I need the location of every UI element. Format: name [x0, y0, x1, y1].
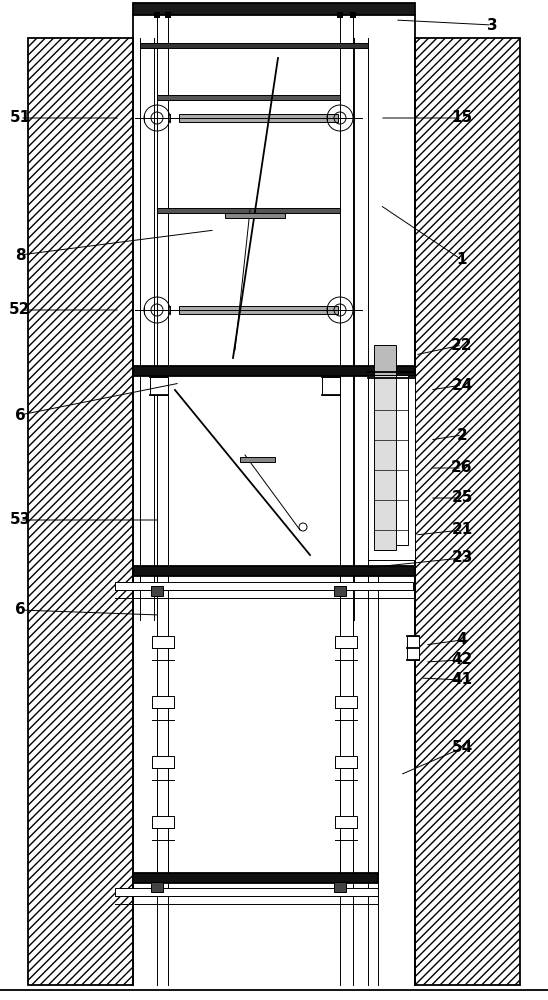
Bar: [240, 457, 275, 462]
Text: 3: 3: [487, 17, 498, 32]
Bar: [335, 636, 357, 648]
Bar: [133, 873, 378, 883]
Text: 42: 42: [452, 652, 473, 668]
Bar: [374, 345, 396, 375]
Bar: [368, 370, 415, 560]
Bar: [151, 882, 163, 892]
Bar: [28, 38, 133, 985]
Bar: [28, 38, 133, 985]
Text: 2: 2: [456, 428, 467, 442]
Bar: [225, 213, 285, 218]
Bar: [396, 375, 408, 545]
Text: 23: 23: [452, 550, 473, 566]
Bar: [150, 377, 168, 395]
Bar: [165, 12, 171, 18]
Bar: [133, 3, 415, 15]
Text: 41: 41: [452, 672, 472, 688]
Bar: [415, 38, 520, 985]
Bar: [157, 208, 340, 213]
Text: 25: 25: [452, 490, 473, 506]
Bar: [140, 43, 368, 48]
Bar: [154, 12, 160, 18]
Text: 22: 22: [451, 338, 473, 353]
Text: 54: 54: [452, 740, 472, 756]
Bar: [350, 12, 356, 18]
Bar: [334, 882, 346, 892]
Bar: [335, 816, 357, 828]
Bar: [152, 756, 174, 768]
Bar: [179, 306, 338, 314]
Text: 52: 52: [9, 302, 31, 318]
Text: 6: 6: [15, 408, 25, 422]
Text: 6: 6: [15, 602, 25, 617]
Bar: [179, 114, 338, 122]
Bar: [374, 375, 396, 550]
Bar: [337, 12, 343, 18]
Bar: [334, 586, 346, 596]
Text: 15: 15: [452, 110, 472, 125]
Bar: [407, 636, 419, 660]
Bar: [157, 95, 340, 100]
Bar: [133, 366, 415, 376]
Bar: [152, 816, 174, 828]
Bar: [152, 636, 174, 648]
Bar: [115, 582, 413, 590]
Text: 24: 24: [452, 377, 473, 392]
Bar: [335, 756, 357, 768]
Text: 26: 26: [451, 460, 473, 476]
Bar: [415, 38, 520, 985]
Text: 8: 8: [15, 247, 25, 262]
Bar: [322, 377, 340, 395]
Bar: [152, 696, 174, 708]
Text: 21: 21: [452, 522, 472, 538]
Text: 1: 1: [456, 252, 467, 267]
Bar: [151, 586, 163, 596]
Text: 51: 51: [9, 110, 31, 125]
Bar: [335, 696, 357, 708]
Text: 4: 4: [456, 633, 467, 648]
Text: 53: 53: [9, 512, 31, 528]
Bar: [133, 566, 415, 576]
Bar: [115, 888, 378, 896]
